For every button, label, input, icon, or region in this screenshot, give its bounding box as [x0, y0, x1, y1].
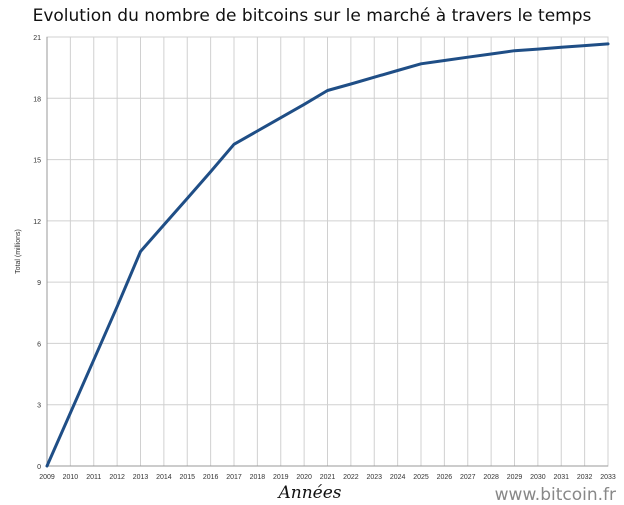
data-point — [420, 63, 422, 65]
x-tick-label: 2015 — [179, 474, 195, 481]
data-point — [256, 130, 258, 132]
x-tick-label: 2014 — [156, 474, 172, 481]
data-point — [163, 224, 165, 226]
data-point — [490, 53, 492, 55]
x-tick-label: 2031 — [553, 474, 569, 481]
x-tick-label: 2028 — [483, 474, 499, 481]
x-tick-label: 2027 — [460, 474, 476, 481]
x-tick-label: 2019 — [273, 474, 289, 481]
x-tick-label: 2025 — [413, 474, 429, 481]
y-tick-label: 3 — [37, 403, 41, 410]
data-point — [93, 359, 95, 361]
data-point — [397, 69, 399, 72]
y-tick-label: 6 — [37, 341, 41, 348]
x-tick-label: 2020 — [296, 474, 312, 481]
x-tick-label: 2018 — [250, 474, 266, 481]
x-tick-label: 2010 — [63, 474, 79, 481]
y-tick-label: 12 — [33, 219, 41, 226]
x-tick-label: 2009 — [39, 474, 55, 481]
y-tick-label: 9 — [37, 280, 41, 287]
data-point — [139, 250, 142, 253]
data-point — [69, 412, 71, 414]
x-tick-label: 2032 — [577, 474, 593, 481]
x-tick-label: 2016 — [203, 474, 219, 481]
y-tick-label: 18 — [33, 96, 41, 103]
chart-title: Evolution du nombre de bitcoins sur le m… — [32, 6, 592, 26]
data-point — [467, 56, 469, 58]
x-tick-label: 2033 — [600, 474, 616, 481]
data-point — [280, 117, 282, 119]
x-axis-title: Années — [278, 483, 342, 503]
data-point — [210, 171, 212, 173]
x-tick-label: 2012 — [109, 474, 125, 481]
data-point — [607, 43, 609, 45]
data-point — [443, 59, 445, 62]
data-point — [116, 306, 118, 308]
data-point — [186, 197, 188, 199]
data-point — [584, 44, 586, 47]
watermark: www.bitcoin.fr — [494, 485, 616, 505]
x-tick-label: 2026 — [437, 474, 453, 481]
y-tick-label: 21 — [33, 35, 41, 42]
data-point — [537, 48, 539, 50]
x-tick-label: 2011 — [86, 474, 101, 481]
x-tick-label: 2029 — [507, 474, 523, 481]
x-tick-label: 2017 — [226, 474, 242, 481]
y-tick-label: 15 — [33, 158, 41, 165]
data-point — [350, 83, 352, 85]
x-tick-label: 2021 — [320, 474, 336, 481]
data-point — [303, 103, 305, 106]
x-tick-label: 2023 — [366, 474, 382, 481]
data-point — [233, 143, 235, 145]
data-point — [326, 89, 329, 92]
data-point — [560, 46, 562, 48]
data-point — [46, 465, 48, 467]
data-point — [373, 76, 375, 78]
data-point — [513, 50, 516, 52]
x-tick-label: 2030 — [530, 474, 546, 481]
x-tick-label: 2013 — [133, 474, 149, 481]
y-tick-label: 0 — [37, 464, 41, 471]
x-tick-label: 2022 — [343, 474, 359, 481]
x-tick-label: 2024 — [390, 474, 406, 481]
y-axis-title: Total (millions) — [15, 229, 22, 274]
